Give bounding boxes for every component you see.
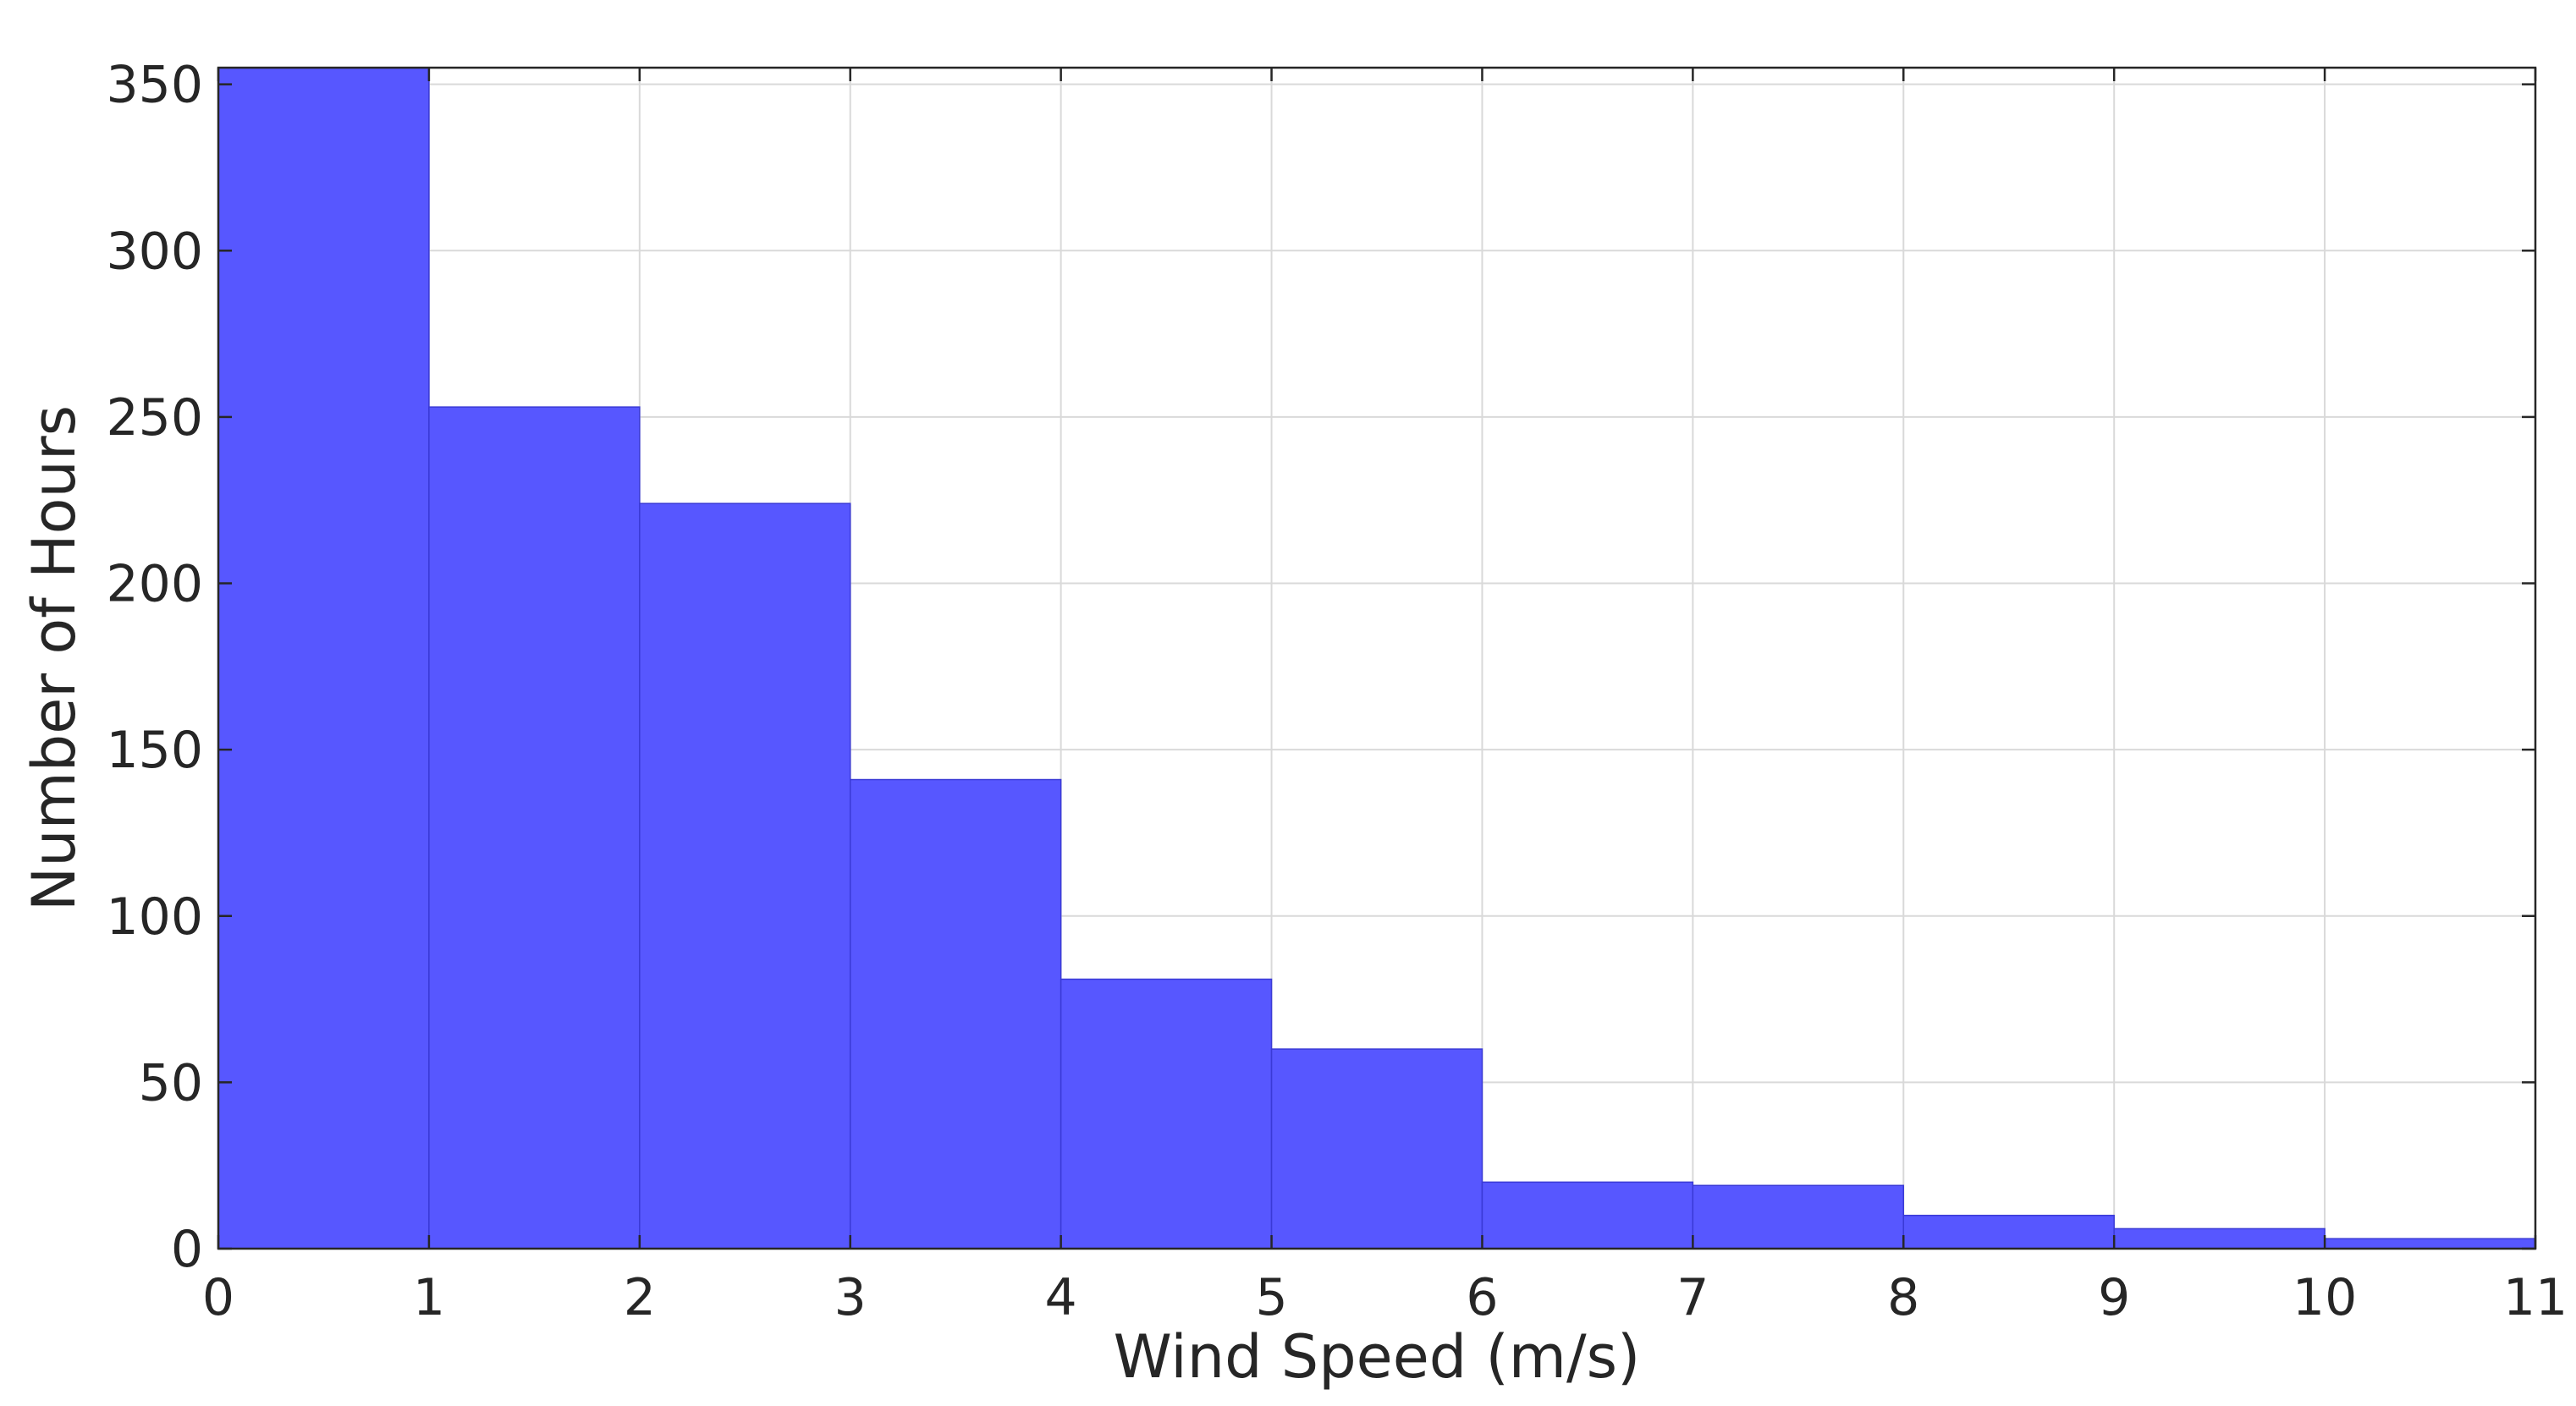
y-tick-label-350: 350 xyxy=(106,56,203,115)
histogram-bar-4-5 xyxy=(1060,978,1273,1249)
histogram-bar-2-3 xyxy=(639,503,851,1249)
x-tick-label-7: 7 xyxy=(1676,1268,1709,1327)
histogram-bar-8-9 xyxy=(1902,1214,2115,1249)
histogram-bar-5-6 xyxy=(1270,1048,1483,1249)
histogram-bars xyxy=(217,67,2536,1249)
histogram-bar-9-10 xyxy=(2113,1228,2326,1249)
x-axis-label: Wind Speed (m/s) xyxy=(1114,1322,1641,1392)
histogram-bar-6-7 xyxy=(1481,1181,1694,1249)
x-tick-label-3: 3 xyxy=(834,1268,867,1327)
y-axis-label: Number of Hours xyxy=(19,405,89,911)
y-tick-label-200: 200 xyxy=(106,555,203,614)
axis-ticks xyxy=(217,68,2537,1250)
histogram-bar-0-1 xyxy=(217,67,430,1249)
histogram-bar-3-4 xyxy=(849,778,1062,1249)
x-tick-label-10: 10 xyxy=(2293,1268,2357,1327)
x-axis-tick-labels: 0 1 2 3 4 5 6 7 8 9 10 11 xyxy=(202,1268,2568,1327)
histogram-bar-10-11 xyxy=(2324,1238,2536,1249)
x-tick-label-9: 9 xyxy=(2098,1268,2130,1327)
y-axis-tick-labels: 0 50 100 150 200 250 300 350 xyxy=(106,56,203,1279)
y-tick-label-0: 0 xyxy=(171,1220,203,1279)
x-tick-label-5: 5 xyxy=(1255,1268,1287,1327)
x-tick-label-11: 11 xyxy=(2503,1268,2568,1327)
y-tick-label-50: 50 xyxy=(139,1053,203,1112)
histogram-bar-1-2 xyxy=(428,406,641,1249)
y-tick-label-250: 250 xyxy=(106,388,203,448)
x-tick-label-6: 6 xyxy=(1466,1268,1498,1327)
x-tick-label-2: 2 xyxy=(624,1268,656,1327)
x-tick-label-1: 1 xyxy=(413,1268,445,1327)
y-tick-label-100: 100 xyxy=(106,887,203,947)
x-tick-label-4: 4 xyxy=(1045,1268,1077,1327)
y-tick-label-150: 150 xyxy=(106,721,203,780)
y-tick-label-300: 300 xyxy=(106,222,203,281)
x-tick-label-8: 8 xyxy=(1887,1268,1919,1327)
plot-area-frame xyxy=(217,66,2537,1250)
x-tick-label-0: 0 xyxy=(202,1268,234,1327)
histogram-bar-7-8 xyxy=(1692,1184,1905,1249)
